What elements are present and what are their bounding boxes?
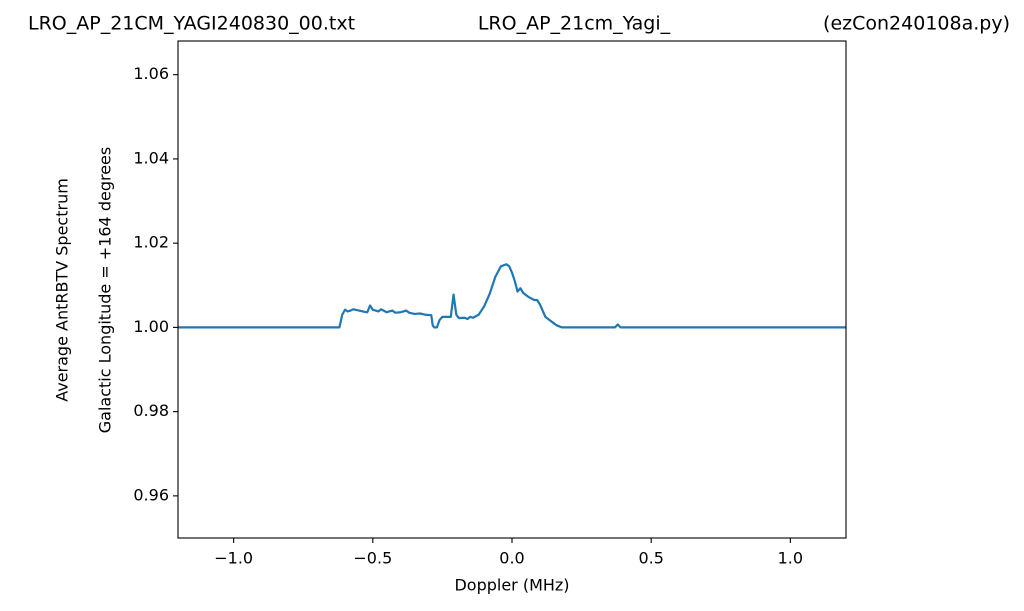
x-tick-label: 0.0 xyxy=(499,549,524,568)
y-axis-label: Galactic Longitude = +164 degrees xyxy=(96,147,115,433)
title-right: (ezCon240108a.py) xyxy=(823,13,1010,35)
y-tick-label: 0.96 xyxy=(133,485,169,504)
plot-frame xyxy=(177,40,847,539)
x-axis-label: Doppler (MHz) xyxy=(454,576,569,595)
x-tick-label: 1.0 xyxy=(778,549,803,568)
y-tick-label: 0.98 xyxy=(133,401,169,420)
x-tick-label: −0.5 xyxy=(353,549,392,568)
y-tick-label: 1.02 xyxy=(133,233,169,252)
y-tick-label: 1.06 xyxy=(133,64,169,83)
y-tick-label: 1.04 xyxy=(133,148,169,167)
x-tick-label: −1.0 xyxy=(214,549,253,568)
data-line xyxy=(178,263,846,329)
y-axis-label: Average AntRBTV Spectrum xyxy=(53,178,72,402)
title-left: LRO_AP_21CM_YAGI240830_00.txt xyxy=(28,13,355,35)
chart-title: LRO_AP_21cm_Yagi_ xyxy=(478,13,671,35)
x-tick-label: 0.5 xyxy=(638,549,663,568)
y-tick-label: 1.00 xyxy=(133,317,169,336)
